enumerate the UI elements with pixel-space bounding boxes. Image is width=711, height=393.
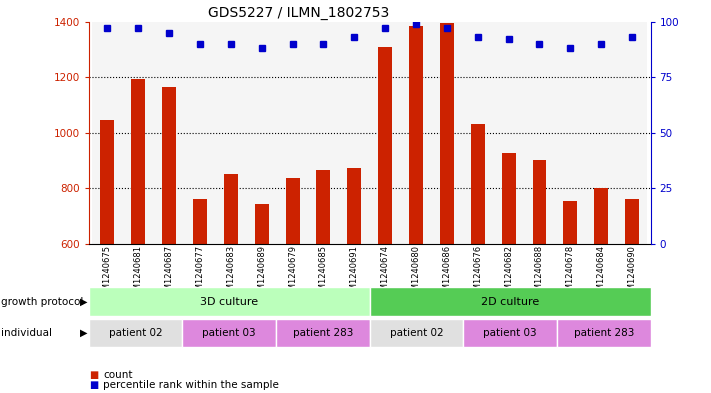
Text: patient 02: patient 02 — [390, 328, 444, 338]
Bar — [89, 319, 183, 347]
Bar — [286, 178, 299, 244]
Text: patient 03: patient 03 — [483, 328, 537, 338]
Bar — [586, 22, 616, 244]
Bar — [154, 22, 185, 244]
Bar — [185, 22, 215, 244]
Bar — [563, 201, 577, 244]
Bar — [276, 319, 370, 347]
Bar — [464, 319, 557, 347]
Text: ▶: ▶ — [80, 328, 87, 338]
Bar — [524, 22, 555, 244]
Bar — [462, 22, 493, 244]
Bar — [502, 153, 515, 244]
Bar — [100, 119, 114, 244]
Bar — [224, 174, 237, 244]
Text: ▶: ▶ — [80, 297, 87, 307]
Text: ■: ■ — [89, 370, 98, 380]
Bar — [92, 22, 123, 244]
Bar — [162, 87, 176, 244]
Bar — [440, 23, 454, 244]
Text: patient 02: patient 02 — [109, 328, 163, 338]
Bar — [493, 22, 524, 244]
Bar — [348, 168, 361, 244]
Text: count: count — [103, 370, 132, 380]
Bar — [215, 22, 246, 244]
Text: 3D culture: 3D culture — [201, 297, 258, 307]
Bar — [378, 48, 392, 244]
Bar — [277, 22, 308, 244]
Text: patient 283: patient 283 — [293, 328, 353, 338]
Bar — [308, 22, 339, 244]
Text: patient 03: patient 03 — [203, 328, 256, 338]
Text: GDS5227 / ILMN_1802753: GDS5227 / ILMN_1802753 — [208, 6, 389, 20]
Bar — [400, 22, 432, 244]
Bar — [471, 124, 485, 244]
Bar — [316, 170, 331, 244]
Bar — [183, 319, 276, 347]
Bar — [123, 22, 154, 244]
Bar — [409, 26, 423, 244]
Text: growth protocol: growth protocol — [1, 297, 83, 307]
Bar — [533, 160, 547, 244]
Text: ■: ■ — [89, 380, 98, 390]
Bar — [594, 188, 608, 244]
Bar — [255, 204, 269, 244]
Bar — [246, 22, 277, 244]
Text: patient 283: patient 283 — [574, 328, 634, 338]
Bar — [370, 22, 400, 244]
Text: individual: individual — [1, 328, 52, 338]
Bar — [625, 199, 639, 244]
Bar — [370, 287, 651, 316]
Bar — [432, 22, 462, 244]
Bar — [370, 319, 464, 347]
Text: 2D culture: 2D culture — [481, 297, 539, 307]
Bar — [132, 79, 145, 244]
Text: percentile rank within the sample: percentile rank within the sample — [103, 380, 279, 390]
Bar — [339, 22, 370, 244]
Bar — [89, 287, 370, 316]
Bar — [557, 319, 651, 347]
Bar — [193, 199, 207, 244]
Bar — [555, 22, 586, 244]
Bar — [616, 22, 648, 244]
